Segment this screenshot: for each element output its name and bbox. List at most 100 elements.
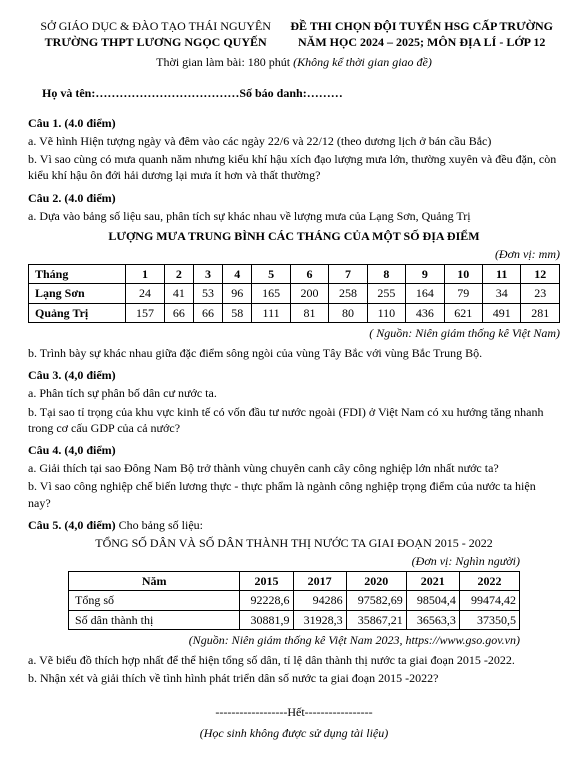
q2-th-10: 10 bbox=[444, 265, 482, 284]
q3-b: b. Tại sao tỉ trọng của khu vực kinh tế … bbox=[28, 404, 560, 436]
q2-th-1: 1 bbox=[126, 265, 164, 284]
q2-r0-c3: 53 bbox=[193, 284, 222, 303]
q2-unit: (Đơn vị: mm) bbox=[28, 246, 560, 262]
q2-title: Câu 2. (4.0 điểm) bbox=[28, 190, 560, 206]
q2-r1-c7: 80 bbox=[329, 303, 367, 322]
q2-r1-c2: 66 bbox=[164, 303, 193, 322]
q2-r0-c10: 79 bbox=[444, 284, 482, 303]
q2-r1-c0: Quảng Trị bbox=[29, 303, 126, 322]
q5-r1-c2: 31928,3 bbox=[293, 610, 346, 629]
q5-r1-c5: 37350,5 bbox=[459, 610, 519, 629]
q2-r0-c6: 200 bbox=[290, 284, 328, 303]
q5-title-lead: Câu 5. (4,0 điểm) bbox=[28, 518, 119, 532]
sbd-dots: ……… bbox=[307, 86, 343, 100]
q5-th-1: 2015 bbox=[240, 572, 293, 591]
exam-subtitle: NĂM HỌC 2024 – 2025; MÔN ĐỊA LÍ - LỚP 12 bbox=[283, 34, 560, 50]
q5-r1-c3: 35867,21 bbox=[346, 610, 406, 629]
q2-th-3: 3 bbox=[193, 265, 222, 284]
q5-title-rest: Cho bảng số liệu: bbox=[119, 518, 203, 532]
q2-r0-c7: 258 bbox=[329, 284, 367, 303]
q2-th-11: 11 bbox=[482, 265, 520, 284]
q5-r0-c5: 99474,42 bbox=[459, 591, 519, 610]
q2-th-5: 5 bbox=[252, 265, 290, 284]
q2-table-head: Tháng 1 2 3 4 5 6 7 8 9 10 11 12 bbox=[29, 265, 560, 284]
exam-title: ĐỀ THI CHỌN ĐỘI TUYỂN HSG CẤP TRƯỜNG bbox=[283, 18, 560, 34]
q2-th-12: 12 bbox=[521, 265, 560, 284]
q5-r1-c1: 30881,9 bbox=[240, 610, 293, 629]
q2-th-6: 6 bbox=[290, 265, 328, 284]
q5-table-head: Năm 2015 2017 2020 2021 2022 bbox=[69, 572, 520, 591]
q5-r0-c3: 97582,69 bbox=[346, 591, 406, 610]
q5-th-5: 2022 bbox=[459, 572, 519, 591]
q4-b: b. Vì sao công nghiệp chế biến lương thự… bbox=[28, 478, 560, 510]
header-left: SỞ GIÁO DỤC & ĐÀO TẠO THÁI NGUYÊN TRƯỜNG… bbox=[28, 18, 283, 50]
q5-a: a. Vẽ biểu đồ thích hợp nhất để thể hiện… bbox=[28, 652, 560, 668]
q2-r1-c3: 66 bbox=[193, 303, 222, 322]
q2-table-title: LƯỢNG MƯA TRUNG BÌNH CÁC THÁNG CỦA MỘT S… bbox=[28, 228, 560, 244]
name-line: Họ và tên:………………………………Số báo danh:……… bbox=[42, 85, 560, 101]
q5-r0-c0: Tổng số bbox=[69, 591, 240, 610]
q1-b: b. Vì sao cùng có mưa quanh năm nhưng ki… bbox=[28, 151, 560, 183]
dept-line: SỞ GIÁO DỤC & ĐÀO TẠO THÁI NGUYÊN bbox=[28, 18, 283, 34]
q5-th-0: Năm bbox=[69, 572, 240, 591]
q5-r0-c4: 98504,4 bbox=[406, 591, 459, 610]
no-materials-note: (Học sinh không được sử dụng tài liệu) bbox=[28, 725, 560, 741]
name-dots: ……………………………… bbox=[95, 86, 239, 100]
q2-r0-c9: 164 bbox=[406, 284, 444, 303]
q4-title: Câu 4. (4,0 điểm) bbox=[28, 442, 560, 458]
q5-row-0: Tổng số 92228,6 94286 97582,69 98504,4 9… bbox=[69, 591, 520, 610]
time-italic: (Không kể thời gian giao đề) bbox=[293, 55, 432, 69]
name-label: Họ và tên: bbox=[42, 86, 95, 100]
q2-th-0: Tháng bbox=[29, 265, 126, 284]
q2-row-1: Quảng Trị 157 66 66 58 111 81 80 110 436… bbox=[29, 303, 560, 322]
q5-th-2: 2017 bbox=[293, 572, 346, 591]
q2-r0-c8: 255 bbox=[367, 284, 405, 303]
q2-th-8: 8 bbox=[367, 265, 405, 284]
q2-r1-c9: 436 bbox=[406, 303, 444, 322]
q3-title: Câu 3. (4,0 điểm) bbox=[28, 367, 560, 383]
school-name: TRƯỜNG THPT LƯƠNG NGỌC QUYẾN bbox=[28, 34, 283, 50]
header-right: ĐỀ THI CHỌN ĐỘI TUYỂN HSG CẤP TRƯỜNG NĂM… bbox=[283, 18, 560, 50]
q2-r0-c5: 165 bbox=[252, 284, 290, 303]
q5-th-3: 2020 bbox=[346, 572, 406, 591]
q2-r0-c1: 24 bbox=[126, 284, 164, 303]
q2-r1-c12: 281 bbox=[521, 303, 560, 322]
q2-r1-c8: 110 bbox=[367, 303, 405, 322]
q2-b: b. Trình bày sự khác nhau giữa đặc điểm … bbox=[28, 345, 560, 361]
q2-r1-c11: 491 bbox=[482, 303, 520, 322]
q2-th-2: 2 bbox=[164, 265, 193, 284]
q2-r0-c4: 96 bbox=[223, 284, 252, 303]
q2-r0-c2: 41 bbox=[164, 284, 193, 303]
q5-unit: (Đơn vị: Nghìn người) bbox=[28, 553, 520, 569]
q2-r1-c6: 81 bbox=[290, 303, 328, 322]
q2-r0-c0: Lạng Sơn bbox=[29, 284, 126, 303]
q2-r1-c1: 157 bbox=[126, 303, 164, 322]
end-line: ------------------Hết----------------- bbox=[28, 704, 560, 720]
q1-a: a. Vẽ hình Hiện tượng ngày và đêm vào cá… bbox=[28, 133, 560, 149]
q2-th-7: 7 bbox=[329, 265, 367, 284]
q5-table: Năm 2015 2017 2020 2021 2022 Tổng số 922… bbox=[68, 571, 520, 630]
q5-r1-c0: Số dân thành thị bbox=[69, 610, 240, 629]
time-text: Thời gian làm bài: 180 phút bbox=[156, 55, 293, 69]
q1-title: Câu 1. (4.0 điểm) bbox=[28, 115, 560, 131]
q5-table-title: TỔNG SỐ DÂN VÀ SỐ DÂN THÀNH THỊ NƯỚC TA … bbox=[28, 535, 560, 551]
q4-a: a. Giải thích tại sao Đông Nam Bộ trở th… bbox=[28, 460, 560, 476]
q2-row-0: Lạng Sơn 24 41 53 96 165 200 258 255 164… bbox=[29, 284, 560, 303]
q5-r0-c2: 94286 bbox=[293, 591, 346, 610]
q5-row-1: Số dân thành thị 30881,9 31928,3 35867,2… bbox=[69, 610, 520, 629]
q2-r0-c11: 34 bbox=[482, 284, 520, 303]
time-note: Thời gian làm bài: 180 phút (Không kể th… bbox=[28, 54, 560, 70]
q2-th-9: 9 bbox=[406, 265, 444, 284]
q2-source: ( Nguồn: Niên giám thống kê Việt Nam) bbox=[28, 325, 560, 341]
q2-th-4: 4 bbox=[223, 265, 252, 284]
q2-table: Tháng 1 2 3 4 5 6 7 8 9 10 11 12 Lạng Sơ… bbox=[28, 264, 560, 323]
q5-table-wrap: Năm 2015 2017 2020 2021 2022 Tổng số 922… bbox=[68, 571, 520, 630]
q2-r1-c5: 111 bbox=[252, 303, 290, 322]
sbd-label: Số báo danh: bbox=[239, 86, 306, 100]
q2-table-wrap: Tháng 1 2 3 4 5 6 7 8 9 10 11 12 Lạng Sơ… bbox=[28, 264, 560, 323]
q5-r0-c1: 92228,6 bbox=[240, 591, 293, 610]
q2-r0-c12: 23 bbox=[521, 284, 560, 303]
q2-r1-c10: 621 bbox=[444, 303, 482, 322]
q2-a: a. Dựa vào bảng số liệu sau, phân tích s… bbox=[28, 208, 560, 224]
q2-r1-c4: 58 bbox=[223, 303, 252, 322]
